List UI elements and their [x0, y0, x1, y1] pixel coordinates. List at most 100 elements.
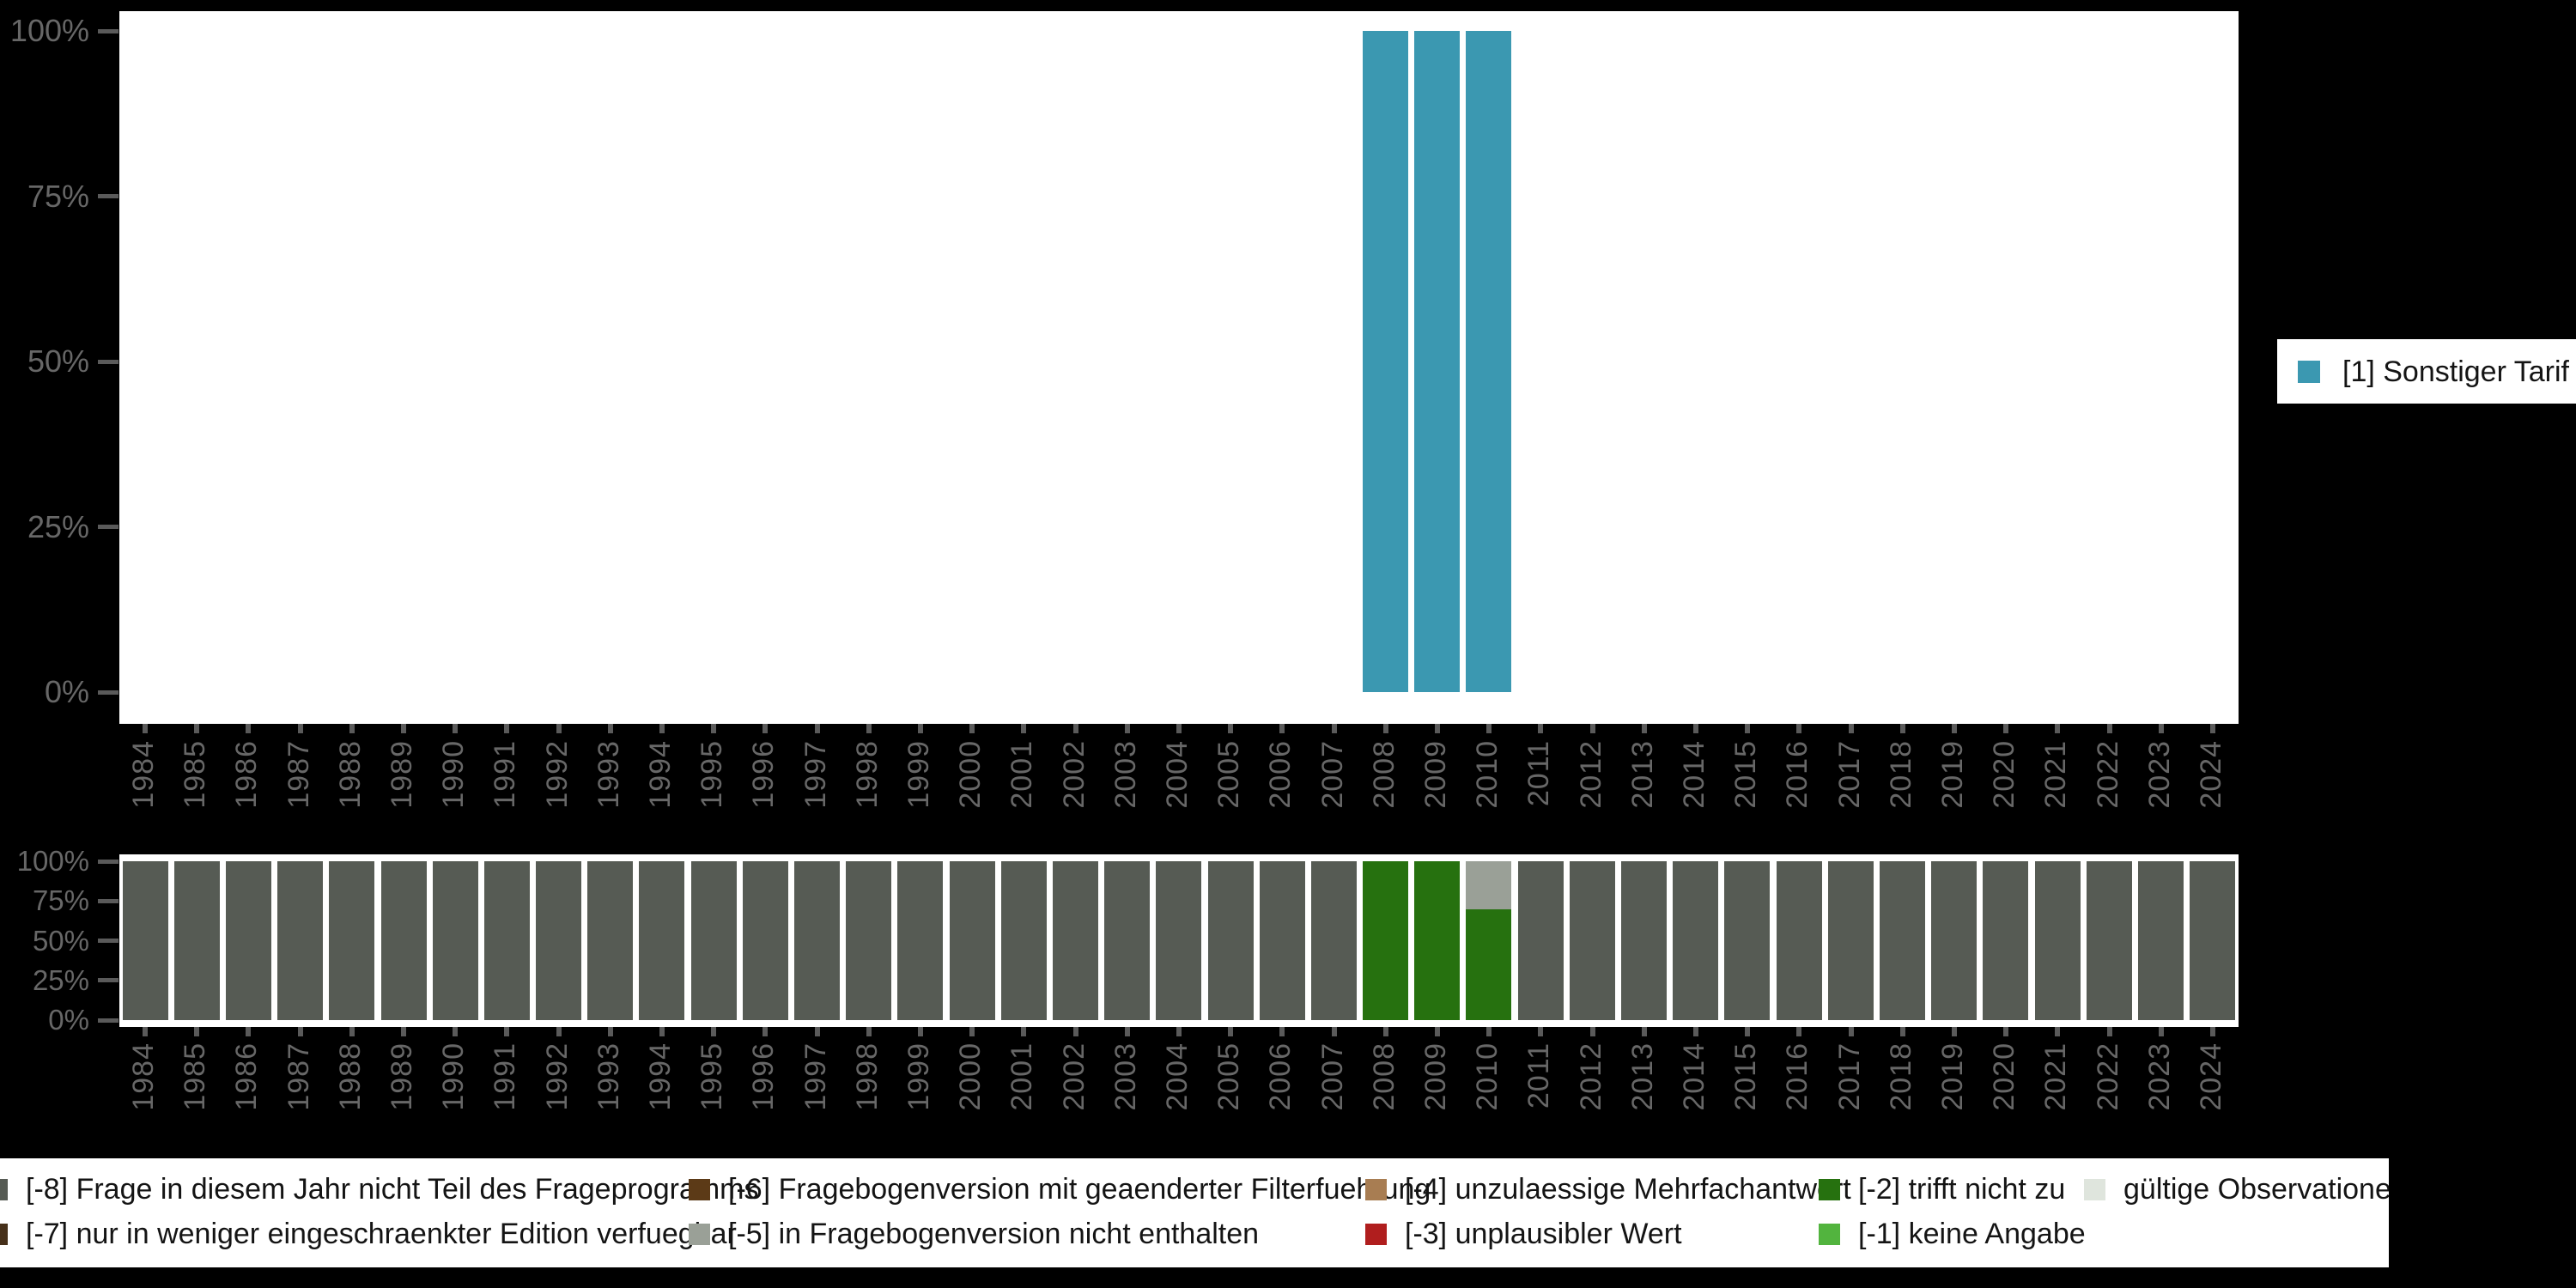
x-tick-label: 2020 [1988, 740, 2021, 809]
x-tick [969, 724, 975, 733]
bar-stack-1985 [174, 31, 220, 692]
bar-stack-2012 [1570, 31, 1615, 692]
x-tick [762, 1027, 769, 1036]
bar-segment-1987 [277, 861, 324, 1020]
bar-stack-2015 [1724, 861, 1771, 1020]
top-legend-label: [1] Sonstiger Tarif [2342, 355, 2569, 388]
x-tick [349, 1027, 355, 1036]
x-tick-label: 2022 [2091, 1042, 2124, 1111]
bar-stack-1997 [794, 861, 841, 1020]
bar-slot-1999 [895, 31, 946, 692]
bar-stack-1993 [587, 861, 634, 1020]
bar-slot-1984 [119, 861, 171, 1020]
x-tick [1124, 1027, 1130, 1036]
x-tick-label: 2017 [1832, 740, 1866, 809]
bar-segment-1995 [690, 861, 737, 1020]
x-tick [866, 724, 872, 733]
missing-values-chart-bars [119, 861, 2239, 1020]
x-tick-label: 1984 [127, 740, 161, 809]
bar-stack-2003 [1104, 31, 1150, 692]
x-tick [2106, 724, 2112, 733]
x-tick-label: 2011 [1522, 1042, 1556, 1109]
y-tick-label: 100% [9, 13, 89, 48]
bar-slot-2002 [1049, 31, 1101, 692]
bar-segment-2005 [1207, 861, 1254, 1020]
legend-swatch [689, 1224, 710, 1245]
x-tick-label: 2018 [1884, 740, 1917, 809]
x-tick-label: 1997 [799, 1042, 832, 1111]
bar-slot-2008 [1360, 31, 1412, 692]
bar-slot-2017 [1825, 861, 1876, 1020]
bar-slot-1986 [222, 861, 274, 1020]
y-tick-label: 50% [27, 343, 89, 379]
bar-slot-2010 [1463, 31, 1515, 692]
legend-swatch [1365, 1179, 1387, 1200]
bar-stack-2020 [1983, 861, 2029, 1020]
bottom-chart-plot-area [119, 854, 2239, 1027]
bar-stack-2000 [949, 861, 995, 1020]
x-tick-label: 2023 [2142, 740, 2176, 809]
bar-stack-2021 [2034, 861, 2081, 1020]
y-tick-label: 50% [32, 924, 89, 957]
x-tick [659, 724, 665, 733]
bar-slot-2024 [2187, 31, 2239, 692]
bar-segment-2009 [1414, 31, 1461, 692]
x-tick-label: 2019 [1935, 740, 1969, 809]
bar-slot-2001 [998, 861, 1049, 1020]
x-tick-label: 2004 [1161, 1042, 1194, 1111]
bar-segment-1989 [380, 861, 427, 1020]
x-tick [1176, 724, 1182, 733]
x-tick [1486, 724, 1492, 733]
bar-slot-1989 [378, 861, 429, 1020]
bar-slot-2023 [2135, 31, 2186, 692]
x-tick-label: 1986 [230, 1042, 264, 1111]
bar-segment-2021 [2034, 861, 2081, 1020]
bar-segment-1988 [329, 861, 375, 1020]
bar-segment-1994 [639, 861, 685, 1020]
x-tick-label: 1995 [696, 740, 729, 809]
x-tick [143, 1027, 149, 1036]
x-tick [1176, 1027, 1182, 1036]
bar-stack-2019 [1931, 861, 1978, 1020]
bar-slot-1987 [275, 31, 326, 692]
bar-segment-2023 [2137, 861, 2184, 1020]
x-tick-label: 2021 [2039, 1042, 2073, 1111]
bar-stack-2019 [1931, 31, 1977, 692]
x-tick [607, 1027, 613, 1036]
bar-segment-2000 [949, 861, 995, 1020]
y-tick [98, 978, 118, 983]
x-tick [607, 724, 613, 733]
bar-segment-2024 [2190, 861, 2236, 1020]
x-tick [918, 1027, 924, 1036]
x-tick [969, 1027, 975, 1036]
x-tick-label: 1994 [644, 1042, 677, 1111]
x-tick [2003, 1027, 2009, 1036]
bar-stack-2001 [1001, 31, 1047, 692]
legend-label: [-8] Frage in diesem Jahr nicht Teil des… [26, 1173, 759, 1206]
bar-stack-2012 [1569, 861, 1615, 1020]
x-tick [1951, 724, 1957, 733]
bar-slot-2012 [1566, 861, 1618, 1020]
bar-segment-2015 [1724, 861, 1771, 1020]
x-tick-label: 1987 [282, 740, 315, 809]
x-tick-label: 2014 [1677, 1042, 1710, 1111]
x-tick-label: 2009 [1419, 740, 1452, 809]
x-tick-label: 1985 [179, 1042, 212, 1111]
x-tick [453, 1027, 459, 1036]
bar-stack-2021 [2035, 31, 2081, 692]
x-tick [711, 724, 717, 733]
x-tick-label: 2002 [1057, 740, 1091, 809]
x-tick [1228, 1027, 1234, 1036]
bar-stack-2007 [1311, 31, 1357, 692]
bar-stack-2017 [1828, 31, 1874, 692]
bar-stack-2010 [1466, 861, 1512, 1020]
x-tick-label: 2006 [1264, 740, 1297, 809]
x-tick-label: 1987 [282, 1042, 315, 1111]
x-tick-label: 2013 [1625, 740, 1659, 809]
x-tick-label: 1990 [437, 740, 471, 809]
x-tick-label: 2008 [1367, 1042, 1400, 1111]
bar-stack-2024 [2190, 31, 2235, 692]
bar-slot-1995 [688, 31, 739, 692]
legend-swatch [1365, 1224, 1387, 1245]
x-tick-label: 1988 [333, 1042, 367, 1111]
